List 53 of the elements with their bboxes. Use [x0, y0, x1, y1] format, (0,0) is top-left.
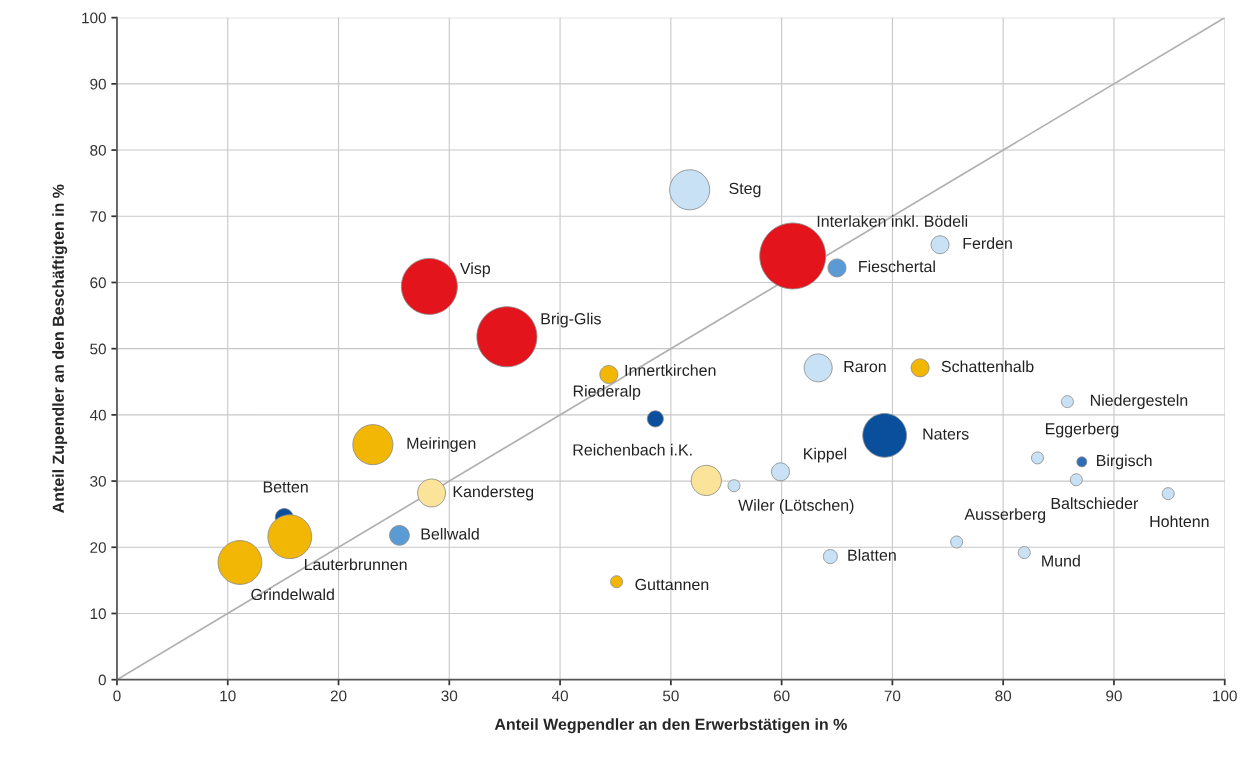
annotation: Ferden	[963, 237, 1012, 250]
x-tick-label: 90	[1106, 690, 1122, 702]
y-tick-label: 70	[90, 211, 106, 222]
annotation: Steg	[729, 182, 761, 198]
annotation: Fieschertal	[859, 260, 935, 273]
x-tick-label: 10	[220, 690, 236, 702]
annotation: Guttannen	[635, 578, 709, 591]
annotation: Raron	[844, 361, 886, 373]
x-tick-label: 70	[884, 690, 901, 702]
annotation: Wiler (Lötschen)	[738, 499, 854, 514]
x-tick-label: 60	[773, 690, 790, 702]
y-tick-label: 60	[90, 277, 106, 289]
annotation: Kippel	[804, 447, 847, 463]
annotation: Riederalp	[573, 385, 641, 400]
y-tick-label: 80	[90, 144, 106, 156]
annotation: Baltschieder	[1051, 497, 1139, 510]
y-tick-label: 20	[90, 542, 106, 553]
annotation: Kandersteg	[453, 485, 534, 501]
annotation: Niedergesteln	[1090, 394, 1188, 410]
annotation: Birgisch	[1097, 454, 1152, 470]
y-tick-label: 30	[90, 475, 106, 487]
annotation: Betten	[263, 481, 308, 493]
annotation: Brig-Glis	[541, 312, 601, 328]
annotation: Interlaken inkl. Bödeli	[817, 215, 968, 227]
annotation: Grindelwald	[251, 588, 334, 601]
annotation: Meiringen	[407, 437, 476, 453]
annotation: Hohtenn	[1150, 515, 1209, 528]
y-tick-label: 10	[90, 608, 106, 620]
x-tick-label: 40	[551, 690, 568, 702]
x-tick-label: 50	[662, 690, 679, 702]
annotation: Bellwald	[421, 527, 479, 540]
y-tick-label: 40	[89, 409, 106, 421]
annotation: Ausserberg	[964, 508, 1046, 524]
annotation: Mund	[1042, 554, 1080, 567]
annotation: Visp	[459, 262, 491, 278]
y-tick-label: 0	[98, 674, 106, 686]
y-tick-label: 100	[82, 12, 106, 24]
annotation: Schattenhalb	[941, 360, 1034, 373]
x-tick-label: 30	[441, 690, 458, 702]
annotation: Eggerberg	[1045, 422, 1119, 438]
y-tick-label: 90	[90, 78, 106, 90]
annotation: Naters	[923, 428, 969, 440]
annotation: Innertkirchen	[625, 364, 716, 376]
y-axis-title: Anteil Zupendler an den Beschäftigten in %	[52, 184, 68, 513]
x-tick-label: 80	[995, 690, 1012, 702]
annotation: Lauterbrunnen	[304, 558, 407, 571]
y-tick-label: 50	[90, 343, 106, 355]
x-axis-title: Anteil Wegpendler an den Erwerbstätigen in %	[494, 718, 847, 734]
x-tick-label: 100	[1213, 690, 1237, 702]
x-tick-label: 20	[330, 690, 347, 702]
annotation: Blatten	[848, 549, 896, 561]
annotation: Reichenbach i.K.	[573, 443, 692, 456]
x-tick-label: 0	[113, 690, 121, 702]
